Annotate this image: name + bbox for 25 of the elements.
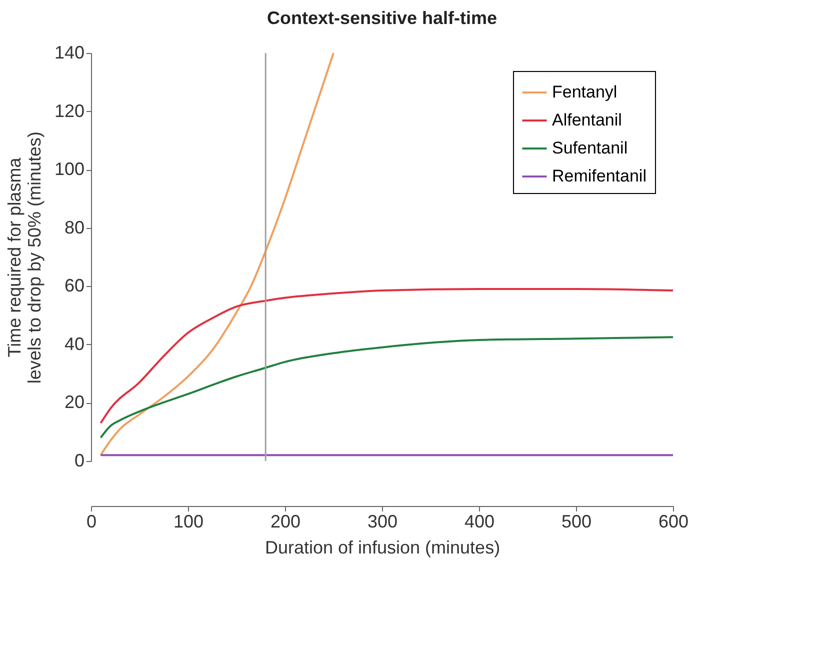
x-tick-label: 600 [658,512,689,532]
y-tick-label: 80 [64,217,84,238]
x-axis-title: Duration of infusion (minutes) [264,538,500,558]
y-tick-label: 120 [54,100,84,121]
x-tick-label: 0 [86,512,97,532]
y-tick-label: 0 [74,450,84,470]
legend-label: Sufentanil [552,138,628,158]
y-tick-label: 20 [64,392,84,412]
y-tick-label: 100 [54,159,84,180]
y-tick-label: 40 [64,334,84,354]
chart-title: Context-sensitive half-time [266,8,498,28]
line-series [100,52,334,456]
line-series [100,288,674,424]
x-tick-label: 500 [561,512,592,532]
line-series [100,336,674,439]
y-tick-label: 60 [64,276,84,296]
x-tick-label: 200 [270,512,301,532]
x-tick-label: 400 [464,512,495,532]
legend-label: Fentanyl [552,82,618,102]
y-axis-title: Time required for plasma levels to drop by 50% (minutes) [4,131,44,384]
x-tick-label: 300 [367,512,398,532]
legend-label: Alfentanil [552,110,622,130]
x-tick-label: 100 [173,512,204,532]
y-tick-label: 140 [54,42,84,62]
legend-label: Remifentanil [552,166,646,186]
